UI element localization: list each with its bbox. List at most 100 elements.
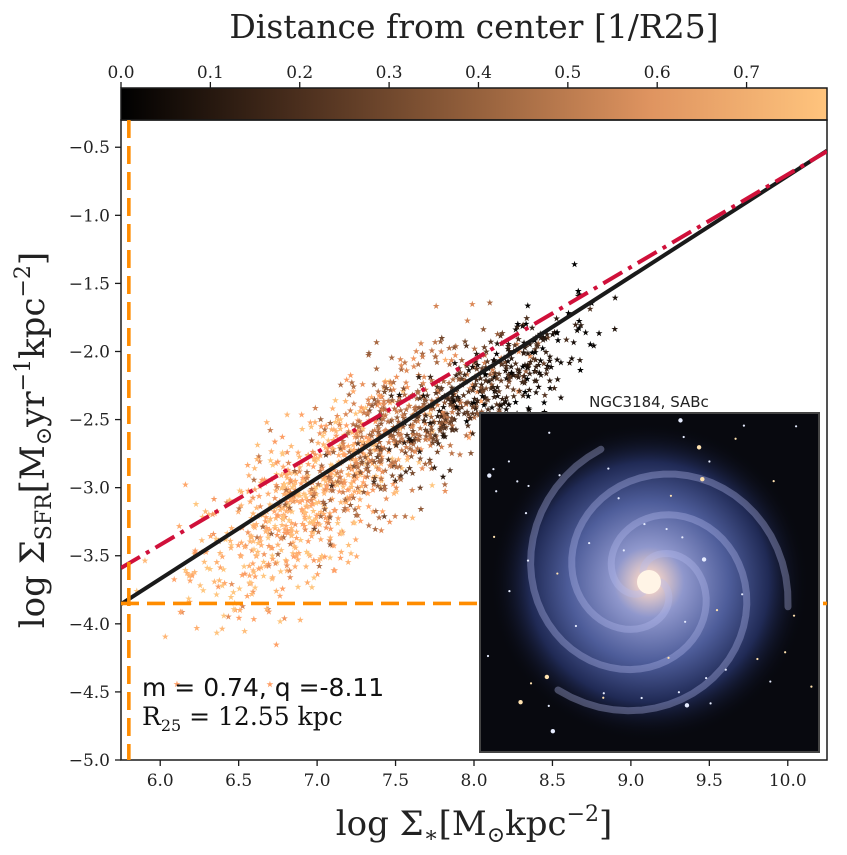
scatter-point (345, 541, 352, 548)
scatter-point (557, 394, 565, 401)
field-star (701, 557, 707, 562)
scatter-point (385, 438, 393, 446)
scatter-point (409, 514, 416, 521)
scatter-point (306, 418, 314, 426)
scatter-point (408, 486, 416, 494)
field-star (558, 474, 561, 477)
x-tick-label: 8.5 (539, 771, 566, 791)
field-star (607, 467, 610, 470)
y-tick-label: −0.5 (69, 138, 110, 158)
scatter-point (250, 476, 258, 483)
field-star (677, 691, 681, 694)
scatter-point (528, 324, 536, 331)
scatter-point (332, 396, 339, 404)
scatter-point (337, 554, 344, 561)
scatter-point (541, 391, 549, 399)
scatter-point (271, 494, 279, 502)
scatter-point (446, 466, 454, 474)
scatter-point (353, 552, 360, 560)
scatter-point (274, 541, 282, 548)
scatter-point (315, 562, 323, 570)
field-star (794, 425, 798, 428)
scatter-point (409, 469, 416, 477)
scatter-point (267, 447, 275, 455)
field-star (715, 609, 719, 612)
scatter-point (287, 442, 295, 450)
scatter-point (329, 404, 337, 412)
field-star (784, 651, 787, 654)
scatter-point (487, 338, 495, 345)
scatter-point (346, 407, 354, 414)
scatter-point (314, 439, 322, 446)
scatter-point (451, 351, 459, 359)
scatter-point (333, 412, 341, 419)
y-tick-label: −5.0 (69, 751, 110, 771)
scatter-point (309, 462, 317, 470)
scatter-point (416, 484, 424, 491)
scatter-point (460, 391, 468, 399)
scatter-point (546, 357, 554, 364)
scatter-point (562, 336, 570, 343)
scatter-point (461, 338, 469, 345)
scatter-point (431, 338, 439, 346)
scatter-point (420, 373, 428, 380)
scatter-point (192, 500, 200, 508)
scatter-point (386, 518, 394, 525)
radius-annotation: R25 = 12.55 kpc (142, 702, 343, 735)
scatter-point (387, 392, 395, 399)
scatter-point (198, 536, 206, 544)
scatter-point (456, 451, 464, 458)
scatter-point (185, 595, 193, 602)
scatter-point (428, 346, 436, 354)
field-star (667, 656, 670, 659)
field-star (792, 614, 796, 617)
scatter-point (382, 495, 390, 502)
colorbar-tick-label: 0.2 (286, 63, 313, 83)
colorbar-tick-label: 0.7 (733, 63, 760, 83)
scatter-point (523, 314, 531, 322)
x-axis: 6.0 6.5 7.0 7.5 8.0 8.5 9.0 9.5 10.0 (147, 760, 807, 791)
scatter-point (502, 405, 510, 413)
field-star (734, 437, 737, 440)
scatter-point (235, 614, 243, 621)
scatter-point (342, 397, 349, 405)
scatter-point (468, 300, 476, 308)
field-star (741, 593, 744, 596)
scatter-point (196, 581, 204, 589)
scatter-point (279, 585, 287, 592)
scatter-point (298, 411, 306, 418)
scatter-point (373, 338, 381, 346)
x-tick-label: 7.5 (382, 771, 409, 791)
scatter-point (348, 379, 356, 386)
scatter-point (365, 521, 373, 529)
scatter-point (286, 573, 294, 581)
field-star (495, 490, 498, 493)
scatter-point (393, 413, 401, 421)
scatter-point (293, 528, 301, 535)
field-star (556, 572, 559, 575)
scatter-point (245, 471, 253, 479)
scatter-point (278, 433, 286, 440)
scatter-point (493, 350, 501, 357)
galaxy-arm (527, 445, 710, 674)
scatter-point (337, 548, 345, 555)
x-tick-label: 9.5 (696, 771, 723, 791)
scatter-point (349, 387, 357, 395)
field-star (602, 696, 605, 699)
scatter-point (432, 302, 440, 309)
scatter-point (582, 328, 590, 336)
field-star (622, 549, 625, 552)
scatter-point (282, 522, 290, 529)
x-tick-label: 6.5 (225, 771, 252, 791)
field-star (507, 460, 511, 463)
scatter-point (200, 558, 208, 565)
scatter-point (374, 387, 382, 395)
scatter-point (213, 629, 221, 636)
x-tick-label: 9.0 (617, 771, 644, 791)
scatter-point (442, 356, 449, 363)
y-axis: −5.0 −4.5 −4.0 −3.5 −3.0 −2.5 −2.0 −1.5 −1.0 −0.5 (69, 138, 121, 771)
scatter-point (471, 345, 478, 352)
scatter-point (334, 514, 342, 522)
reference-line (121, 149, 827, 570)
scatter-point (304, 578, 311, 586)
